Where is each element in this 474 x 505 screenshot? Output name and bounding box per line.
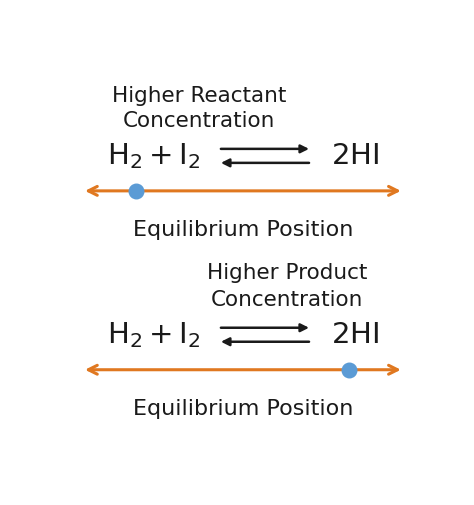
Point — [133, 187, 140, 195]
Text: Concentration: Concentration — [123, 111, 275, 131]
Text: $\mathsf{H_2 + I_2}$: $\mathsf{H_2 + I_2}$ — [107, 141, 201, 171]
Text: Concentration: Concentration — [211, 290, 363, 310]
Text: Equilibrium Position: Equilibrium Position — [133, 220, 353, 240]
Text: Equilibrium Position: Equilibrium Position — [133, 398, 353, 419]
Text: Higher Reactant: Higher Reactant — [112, 85, 286, 106]
Text: Higher Product: Higher Product — [207, 263, 367, 282]
Text: $\mathsf{H_2 + I_2}$: $\mathsf{H_2 + I_2}$ — [107, 320, 201, 349]
Text: $\mathsf{2HI}$: $\mathsf{2HI}$ — [331, 142, 379, 170]
Text: $\mathsf{2HI}$: $\mathsf{2HI}$ — [331, 321, 379, 349]
Point — [346, 366, 353, 374]
